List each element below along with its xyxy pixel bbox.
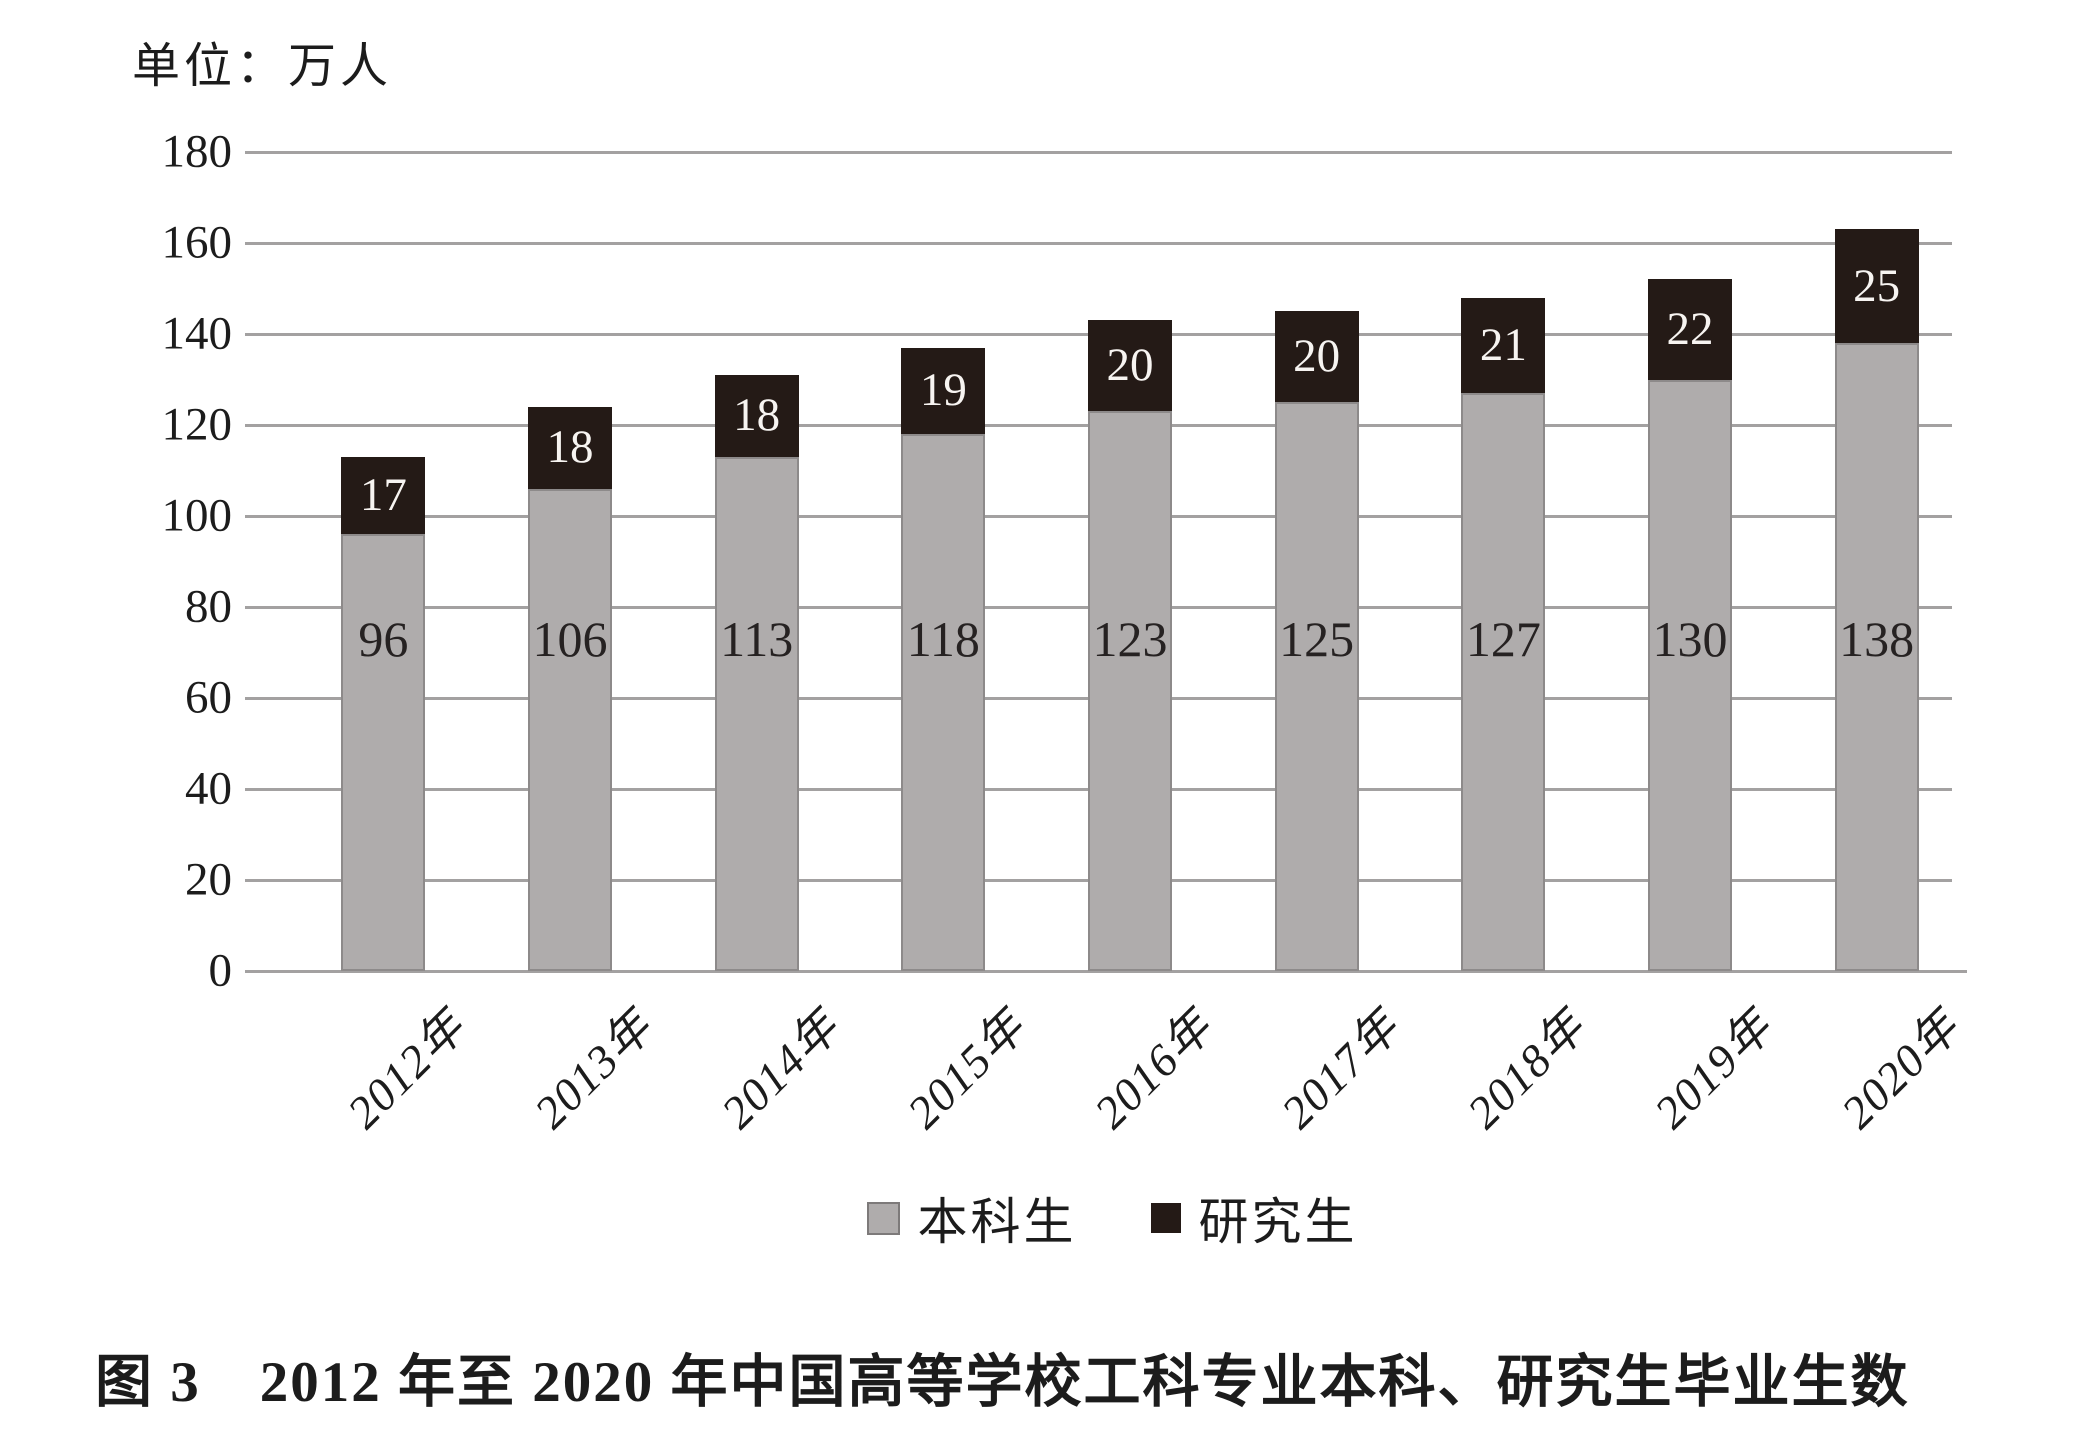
- bar-2020年: 25: [1834, 229, 1919, 971]
- figure-caption: 图 3 2012 年至 2020 年中国高等学校工科专业本科、研究生毕业生数: [95, 1351, 1910, 1414]
- bar-2017年: 20: [1274, 311, 1359, 971]
- graduate-segment: 19: [901, 347, 986, 435]
- undergraduate-value-label: 118: [906, 610, 980, 667]
- undergraduate-segment: [1461, 393, 1546, 971]
- graduate-value-label: 19: [919, 364, 967, 417]
- legend-label: 本科生: [917, 1194, 1077, 1250]
- undergraduate-segment: [1274, 402, 1359, 971]
- graduate-segment: 18: [528, 406, 612, 489]
- legend-label: 研究生: [1198, 1194, 1358, 1250]
- y-axis-tick-label: 80: [185, 580, 232, 633]
- graduate-value-label: 17: [359, 469, 407, 522]
- y-axis-tick-label: 60: [185, 671, 232, 724]
- y-axis-tick-label: 180: [161, 125, 233, 178]
- y-axis-tick-label: 140: [161, 307, 233, 360]
- gridline-160: [245, 241, 1952, 245]
- x-axis-label-2016年: 2016年: [1084, 1000, 1222, 1138]
- graduate-value-label: 22: [1666, 302, 1714, 355]
- graduate-segment: 21: [1461, 297, 1546, 394]
- graduate-segment: 20: [1274, 311, 1359, 403]
- graduate-value-label: 20: [1106, 339, 1154, 392]
- undergraduate-value-label: 130: [1652, 610, 1728, 667]
- x-axis-label-2012年: 2012年: [338, 1000, 476, 1138]
- x-axis-label-2015年: 2015年: [898, 1000, 1036, 1138]
- undergraduate-segment: [714, 456, 799, 971]
- legend-item-undergraduate: 本科生: [866, 1182, 1077, 1254]
- y-axis-tick-label: 100: [161, 489, 233, 542]
- graduate-segment: 22: [1648, 279, 1732, 380]
- undergraduate-segment: [1648, 379, 1732, 971]
- gridline-0: [245, 969, 1967, 973]
- bar-2016年: 20: [1088, 320, 1172, 971]
- x-axis-label-2017年: 2017年: [1271, 1000, 1409, 1138]
- y-axis-tick-label: 160: [161, 216, 233, 269]
- chart-legend: 本科生 研究生: [272, 1182, 1952, 1254]
- graduate-value-label: 18: [546, 421, 594, 474]
- legend-item-graduate: 研究生: [1150, 1182, 1358, 1254]
- gridline-180: [245, 150, 1952, 154]
- undergraduate-segment: [1834, 343, 1919, 971]
- undergraduate-value-label: 125: [1279, 610, 1355, 667]
- undergraduate-value-label: 138: [1839, 610, 1915, 667]
- bar-2019年: 22: [1648, 279, 1732, 971]
- y-axis-tick-label: 40: [185, 762, 232, 815]
- bar-2018年: 21: [1461, 297, 1546, 971]
- y-axis-tick-label: 20: [185, 853, 232, 906]
- undergraduate-value-label: 106: [532, 610, 608, 667]
- unit-label: 单位：万人: [132, 40, 393, 93]
- x-axis-label-2014年: 2014年: [711, 1000, 849, 1138]
- graduate-segment: 20: [1088, 320, 1172, 412]
- x-axis-label-2019年: 2019年: [1644, 1000, 1782, 1138]
- undergraduate-value-label: 96: [358, 610, 409, 667]
- y-axis-tick-label: 0: [208, 944, 233, 997]
- undergraduate-value-label: 113: [720, 610, 794, 667]
- bar-2015年: 19: [901, 347, 986, 971]
- bar-2012年: 17: [341, 456, 426, 971]
- y-axis-tick-label: 120: [161, 398, 233, 451]
- graduate-value-label: 20: [1293, 330, 1341, 383]
- graduate-value-label: 18: [733, 389, 781, 442]
- graduate-segment: 18: [714, 374, 799, 457]
- x-axis-label-2018年: 2018年: [1458, 1000, 1596, 1138]
- undergraduate-swatch-icon: [866, 1201, 900, 1235]
- undergraduate-value-label: 127: [1465, 610, 1541, 667]
- graduate-value-label: 21: [1479, 318, 1527, 371]
- bar-2014年: 18: [714, 374, 799, 971]
- undergraduate-segment: [341, 534, 426, 971]
- graduate-segment: 25: [1834, 229, 1919, 344]
- undergraduate-segment: [901, 434, 986, 971]
- undergraduate-segment: [1088, 411, 1172, 971]
- bar-chart-plot-area: 0 20 40 60 80 100 120 140 160 180 17 96 2012年 18 106 20…: [162, 128, 1969, 1138]
- x-axis-label-2020年: 2020年: [1831, 1000, 1969, 1138]
- bar-2013年: 18: [528, 406, 612, 971]
- graduate-swatch-icon: [1150, 1203, 1181, 1233]
- x-axis-label-2013年: 2013年: [524, 1000, 662, 1138]
- undergraduate-value-label: 123: [1092, 610, 1168, 667]
- graduate-segment: 17: [341, 456, 426, 535]
- graduate-value-label: 25: [1853, 259, 1901, 312]
- undergraduate-segment: [528, 488, 612, 971]
